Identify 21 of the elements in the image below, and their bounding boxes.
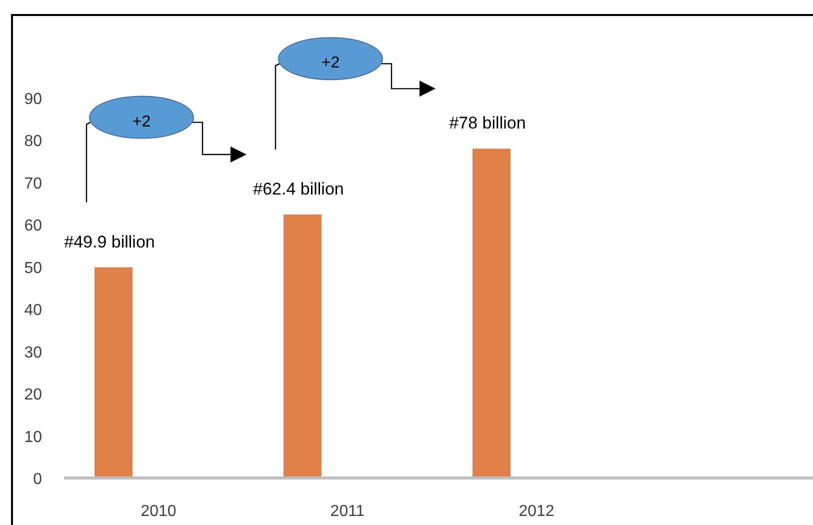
bar — [94, 267, 132, 478]
y-tick-label: 20 — [24, 386, 42, 404]
data-label: #78 billion — [449, 114, 526, 133]
y-tick-label: 60 — [24, 218, 42, 235]
bar — [284, 214, 322, 478]
y-tick-label: 10 — [24, 428, 42, 446]
x-tick-label: 2010 — [140, 503, 176, 520]
bar — [472, 148, 510, 478]
y-tick-label: 50 — [24, 260, 42, 277]
y-tick-label: 30 — [24, 344, 42, 362]
y-tick-label: 70 — [24, 175, 42, 192]
annotation: +2 — [132, 113, 151, 130]
x-tick-label: 2011 — [330, 503, 365, 520]
data-label: #62.4 billion — [253, 180, 344, 199]
y-tick-label: 40 — [24, 302, 42, 320]
y-tick-label: 0 — [33, 471, 42, 488]
y-tick-label: 90 — [24, 91, 42, 108]
y-tick-label: 80 — [24, 133, 42, 150]
x-tick-label: 2012 — [518, 503, 554, 520]
text: +2 — [321, 54, 340, 72]
data-label: #49.9 billion — [64, 232, 155, 252]
